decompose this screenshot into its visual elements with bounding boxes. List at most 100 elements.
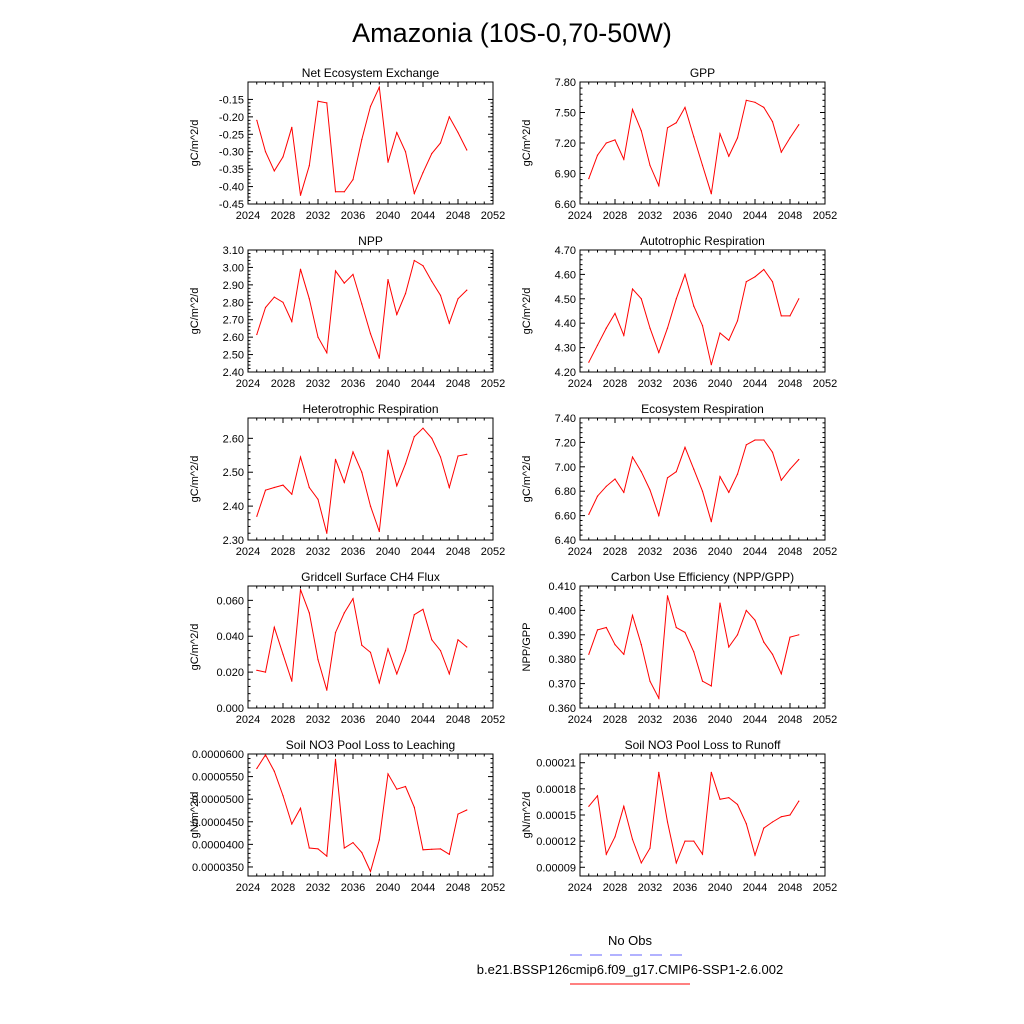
net-ecosystem-exchange-xtick-label: 2044 xyxy=(411,210,435,222)
carbon-use-efficiency-npp-gpp-xtick-label: 2040 xyxy=(708,714,732,726)
soil-no3-pool-loss-to-leaching-xtick-label: 2024 xyxy=(236,882,260,894)
npp-point xyxy=(299,268,302,270)
npp-ytick-label: 2.90 xyxy=(223,280,244,292)
heterotrophic-respiration-point xyxy=(378,530,380,533)
net-ecosystem-exchange-xtick-label: 2048 xyxy=(446,210,470,222)
gpp-ylabel: gC/m^2/d xyxy=(521,120,533,167)
net-ecosystem-exchange-point xyxy=(466,149,468,151)
heterotrophic-respiration-xtick-label: 2036 xyxy=(341,546,365,558)
npp-point xyxy=(387,279,389,281)
ecosystem-respiration-point xyxy=(701,490,704,492)
npp-point xyxy=(457,298,459,300)
gpp-xtick-label: 2032 xyxy=(638,210,662,222)
soil-no3-pool-loss-to-runoff-xtick-label: 2048 xyxy=(778,882,802,894)
soil-no3-pool-loss-to-leaching-point xyxy=(448,853,450,855)
autotrophic-respiration-plot-frame xyxy=(579,249,826,373)
autotrophic-respiration-point xyxy=(780,315,782,317)
soil-no3-pool-loss-to-runoff-point xyxy=(675,862,677,864)
net-ecosystem-exchange-point xyxy=(291,126,293,128)
carbon-use-efficiency-npp-gpp-point xyxy=(745,609,747,612)
soil-no3-pool-loss-to-leaching-point xyxy=(369,870,372,873)
soil-no3-pool-loss-to-runoff-point xyxy=(798,800,800,802)
net-ecosystem-exchange-point xyxy=(273,170,275,172)
heterotrophic-respiration-point xyxy=(466,453,468,455)
ecosystem-respiration-xtick-label: 2048 xyxy=(778,546,802,558)
gpp-xtick-label: 2044 xyxy=(743,210,767,222)
gridcell-surface-ch4-flux-xtick-label: 2024 xyxy=(236,714,260,726)
ecosystem-respiration-ytick-label: 6.60 xyxy=(555,511,576,523)
panel-gridcell-surface-ch4-flux: Gridcell Surface CH4 Flux gC/m^2/d 2024 202… xyxy=(189,570,505,726)
net-ecosystem-exchange-xtick-label: 2036 xyxy=(341,210,365,222)
carbon-use-efficiency-npp-gpp-point xyxy=(684,631,686,634)
net-ecosystem-exchange-series-line xyxy=(256,85,468,196)
npp-point xyxy=(361,303,363,305)
heterotrophic-respiration-xtick-label: 2052 xyxy=(481,546,505,558)
gpp-title: GPP xyxy=(690,66,715,80)
net-ecosystem-exchange-title: Net Ecosystem Exchange xyxy=(302,66,440,80)
npp-point xyxy=(282,301,284,303)
gridcell-surface-ch4-flux-xtick-label: 2028 xyxy=(271,714,295,726)
soil-no3-pool-loss-to-runoff-ytick-label: 0.00009 xyxy=(536,862,576,874)
soil-no3-pool-loss-to-leaching-point xyxy=(413,806,415,808)
autotrophic-respiration-point xyxy=(701,325,704,327)
soil-no3-pool-loss-to-leaching-title: Soil NO3 Pool Loss to Leaching xyxy=(286,738,455,752)
ecosystem-respiration-point xyxy=(710,521,712,523)
heterotrophic-respiration-point xyxy=(264,489,267,491)
gpp-ytick-label: 7.50 xyxy=(555,108,576,120)
soil-no3-pool-loss-to-leaching-xtick-label: 2028 xyxy=(271,882,295,894)
heterotrophic-respiration-point xyxy=(326,532,328,534)
heterotrophic-respiration-point xyxy=(439,456,442,458)
carbon-use-efficiency-npp-gpp-point xyxy=(631,614,634,616)
gpp-point xyxy=(736,137,739,139)
npp-point xyxy=(439,294,442,296)
carbon-use-efficiency-npp-gpp-point xyxy=(798,634,800,636)
npp-plot-frame xyxy=(247,249,494,373)
autotrophic-respiration-point xyxy=(754,276,756,278)
autotrophic-respiration-point xyxy=(605,327,607,329)
net-ecosystem-exchange-point xyxy=(448,116,450,118)
autotrophic-respiration-point xyxy=(588,361,590,363)
autotrophic-respiration-ytick-label: 4.70 xyxy=(555,245,576,257)
ecosystem-respiration-point xyxy=(631,456,634,458)
carbon-use-efficiency-npp-gpp-point xyxy=(605,626,607,629)
heterotrophic-respiration-xtick-label: 2044 xyxy=(411,546,435,558)
carbon-use-efficiency-npp-gpp-point xyxy=(701,680,704,682)
soil-no3-pool-loss-to-leaching-point xyxy=(273,770,275,772)
ecosystem-respiration-point xyxy=(649,489,651,491)
ecosystem-respiration-point xyxy=(780,479,782,481)
ecosystem-respiration-xtick-label: 2040 xyxy=(708,546,732,558)
gridcell-surface-ch4-flux-point xyxy=(422,608,424,610)
autotrophic-respiration-xtick-label: 2044 xyxy=(743,378,767,390)
soil-no3-pool-loss-to-leaching-point xyxy=(387,773,389,775)
autotrophic-respiration-xtick-label: 2036 xyxy=(673,378,697,390)
gpp-point xyxy=(623,158,625,160)
carbon-use-efficiency-npp-gpp-point xyxy=(658,697,660,699)
heterotrophic-respiration-ylabel: gC/m^2/d xyxy=(189,456,201,503)
autotrophic-respiration-ytick-label: 4.20 xyxy=(555,367,576,379)
autotrophic-respiration-point xyxy=(623,334,625,336)
ecosystem-respiration-point xyxy=(596,495,599,497)
soil-no3-pool-loss-to-runoff-point xyxy=(710,771,712,773)
soil-no3-pool-loss-to-runoff-ytick-label: 0.00012 xyxy=(536,836,576,848)
gpp-ytick-label: 6.60 xyxy=(555,199,576,211)
soil-no3-pool-loss-to-runoff-xtick-label: 2028 xyxy=(603,882,627,894)
npp-point xyxy=(291,320,293,323)
autotrophic-respiration-xtick-label: 2028 xyxy=(603,378,627,390)
gridcell-surface-ch4-flux-ytick-label: 0.060 xyxy=(216,595,244,607)
npp-xtick-label: 2024 xyxy=(236,378,260,390)
soil-no3-pool-loss-to-leaching-point xyxy=(291,823,293,825)
heterotrophic-respiration-series-line xyxy=(256,427,467,534)
net-ecosystem-exchange-ytick-label: -0.30 xyxy=(219,147,244,159)
legend: No Obs b.e21.BSSP126cmip6.f09_g17.CMIP6-… xyxy=(477,933,783,985)
panel-net-ecosystem-exchange: Net Ecosystem Exchange gC/m^2/d 2024 2028 20… xyxy=(189,66,505,222)
npp-point xyxy=(396,313,398,316)
npp-point xyxy=(326,352,328,354)
net-ecosystem-exchange-point xyxy=(326,102,328,104)
soil-no3-pool-loss-to-runoff-point xyxy=(719,798,721,800)
soil-no3-pool-loss-to-leaching-plot-frame xyxy=(247,753,494,877)
gpp-xtick-label: 2052 xyxy=(813,210,837,222)
carbon-use-efficiency-npp-gpp-point xyxy=(771,653,774,655)
soil-no3-pool-loss-to-leaching-ytick-label: 0.0000400 xyxy=(192,839,244,851)
soil-no3-pool-loss-to-leaching-xtick-label: 2040 xyxy=(376,882,400,894)
heterotrophic-respiration-plot-frame xyxy=(247,417,494,541)
